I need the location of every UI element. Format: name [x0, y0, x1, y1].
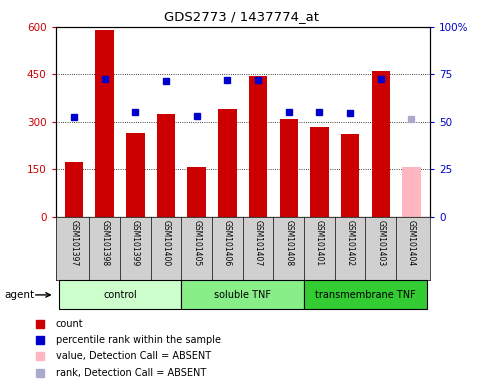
Text: GSM101408: GSM101408: [284, 220, 293, 266]
Bar: [371, 71, 390, 217]
Text: value, Detection Call = ABSENT: value, Detection Call = ABSENT: [56, 351, 211, 361]
Bar: [280, 119, 298, 217]
Text: GSM101403: GSM101403: [376, 220, 385, 266]
Text: transmembrane TNF: transmembrane TNF: [315, 290, 416, 300]
Bar: [187, 167, 206, 217]
Text: control: control: [103, 290, 137, 300]
Text: GSM101405: GSM101405: [192, 220, 201, 266]
Text: GSM101399: GSM101399: [131, 220, 140, 266]
Text: GSM101400: GSM101400: [161, 220, 170, 266]
Text: GSM101398: GSM101398: [100, 220, 109, 266]
Text: percentile rank within the sample: percentile rank within the sample: [56, 335, 221, 345]
Text: GSM101406: GSM101406: [223, 220, 232, 266]
Bar: [58, 280, 181, 309]
Bar: [157, 114, 175, 217]
Bar: [341, 134, 359, 217]
Bar: [402, 167, 421, 217]
Bar: [218, 109, 237, 217]
Text: GDS2773 / 1437774_at: GDS2773 / 1437774_at: [164, 10, 319, 23]
Text: GSM101407: GSM101407: [254, 220, 263, 266]
Bar: [304, 280, 427, 309]
Text: rank, Detection Call = ABSENT: rank, Detection Call = ABSENT: [56, 368, 206, 378]
Bar: [249, 76, 267, 217]
Bar: [181, 280, 304, 309]
Bar: [65, 162, 83, 217]
Text: GSM101402: GSM101402: [346, 220, 355, 266]
Text: soluble TNF: soluble TNF: [214, 290, 271, 300]
Bar: [126, 133, 144, 217]
Text: GSM101404: GSM101404: [407, 220, 416, 266]
Text: GSM101401: GSM101401: [315, 220, 324, 266]
Text: agent: agent: [5, 290, 35, 300]
Bar: [96, 30, 114, 217]
Text: GSM101397: GSM101397: [70, 220, 78, 266]
Bar: [310, 127, 328, 217]
Text: count: count: [56, 319, 83, 329]
